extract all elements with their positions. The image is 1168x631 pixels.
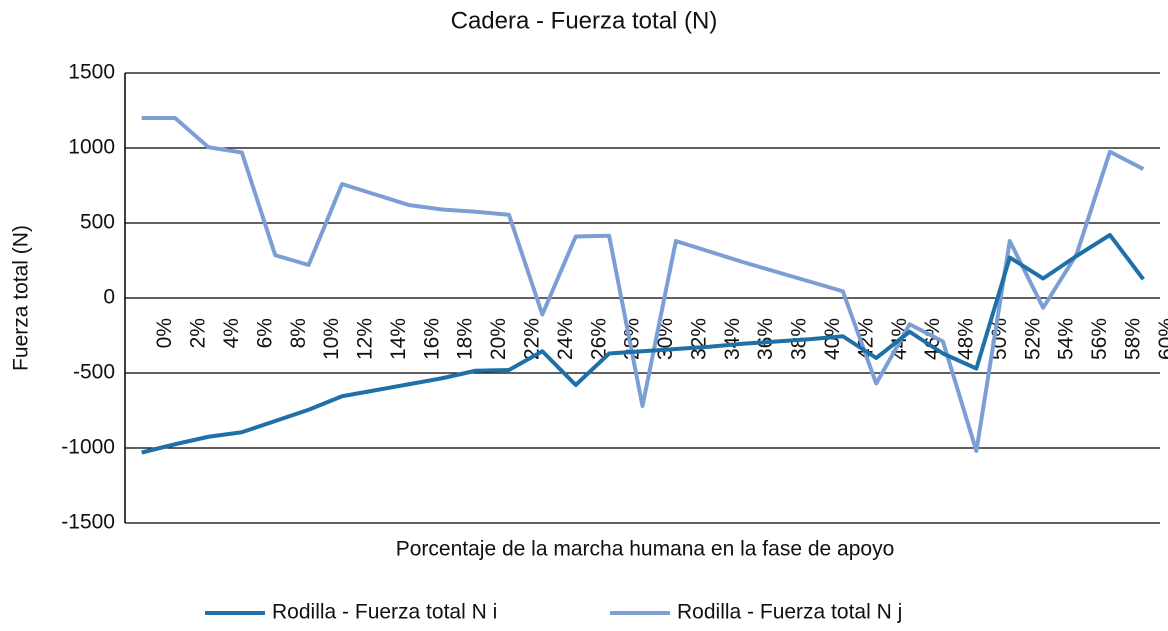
y-tick-label: -500	[73, 361, 115, 384]
y-axis-label: Fuerza total (N)	[10, 225, 33, 371]
x-tick-label: 6%	[253, 318, 276, 348]
legend-label: Rodilla - Fuerza total N j	[677, 601, 902, 624]
line-series	[141, 233, 1145, 455]
x-tick-label: 58%	[1121, 318, 1144, 360]
y-tick-label: 1500	[68, 61, 115, 84]
x-tick-label: 34%	[721, 318, 744, 360]
x-tick-label: 54%	[1055, 318, 1078, 360]
x-tick-label: 60%	[1155, 318, 1168, 360]
x-tick-label: 26%	[587, 318, 610, 360]
x-tick-label: 52%	[1021, 318, 1044, 360]
x-tick-label: 16%	[420, 318, 443, 360]
x-tick-label: 2%	[187, 318, 210, 348]
x-tick-label: 20%	[487, 318, 510, 360]
chart-title: Cadera - Fuerza total (N)	[451, 7, 718, 34]
legend-label: Rodilla - Fuerza total N i	[272, 601, 497, 624]
x-tick-label: 48%	[955, 318, 978, 360]
y-tick-label: -1500	[61, 511, 115, 534]
line-series	[141, 116, 1145, 453]
x-tick-label: 0%	[153, 318, 176, 348]
x-tick-label: 12%	[354, 318, 377, 360]
x-tick-label: 56%	[1088, 318, 1111, 360]
x-axis-label: Porcentaje de la marcha humana en la fas…	[396, 538, 895, 561]
x-tick-label: 36%	[754, 318, 777, 360]
x-tick-label: 24%	[554, 318, 577, 360]
x-tick-label: 32%	[687, 318, 710, 360]
x-tick-label: 10%	[320, 318, 343, 360]
x-tick-label: 18%	[454, 318, 477, 360]
x-tick-label: 4%	[220, 318, 243, 348]
x-tick-label: 22%	[520, 318, 543, 360]
y-tick-label: 500	[80, 211, 115, 234]
y-tick-label: 0	[103, 286, 115, 309]
x-tick-label: 8%	[287, 318, 310, 348]
x-tick-label: 14%	[387, 318, 410, 360]
y-tick-label: -1000	[61, 436, 115, 459]
y-tick-label: 1000	[68, 136, 115, 159]
